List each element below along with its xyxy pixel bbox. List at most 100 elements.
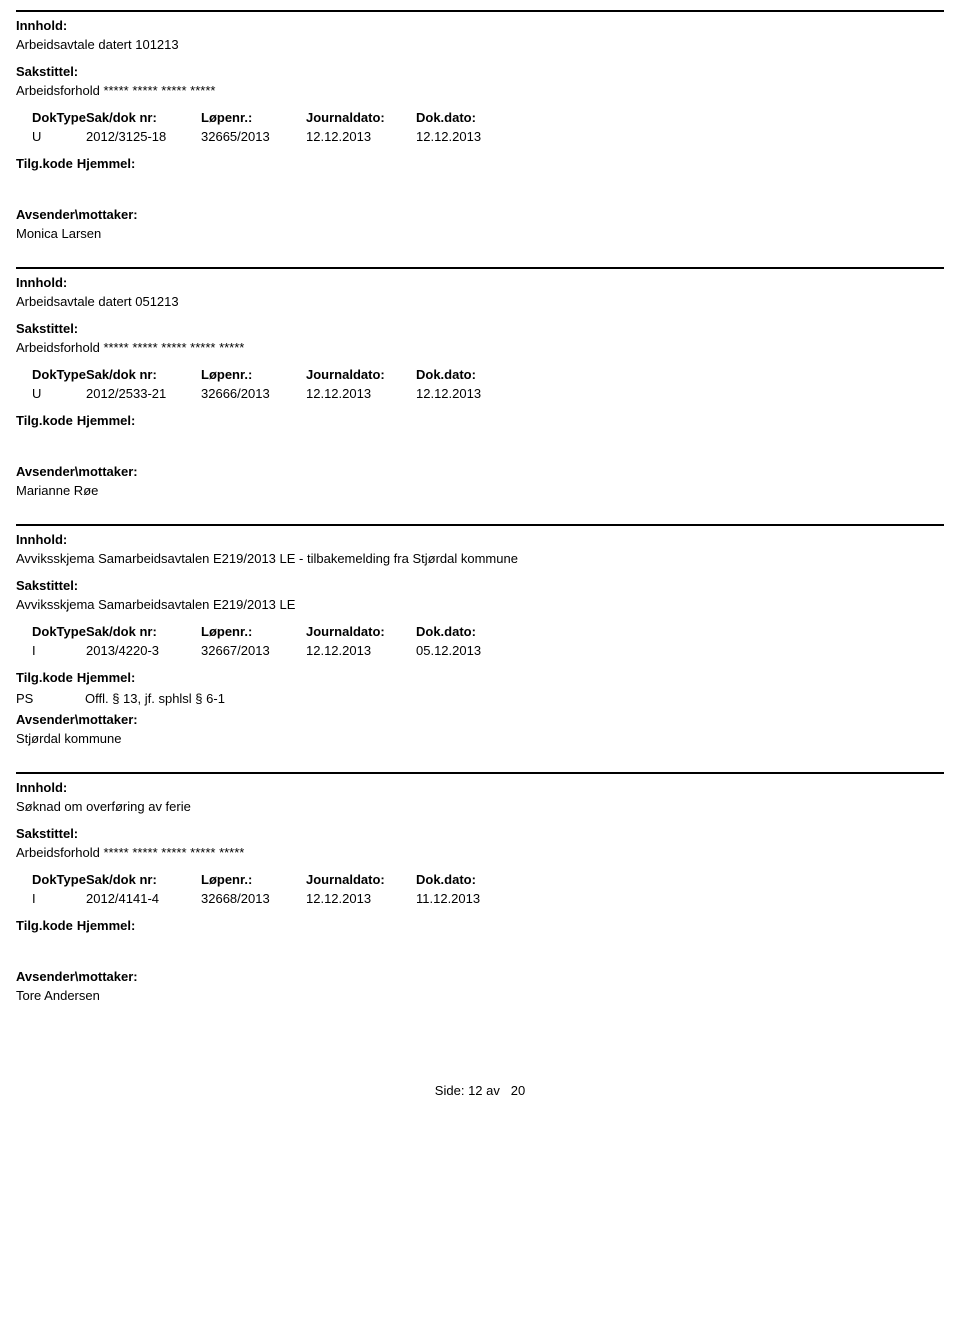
- header-dokdato: Dok.dato:: [416, 624, 526, 639]
- innhold-value: Søknad om overføring av ferie: [16, 799, 944, 814]
- table-row: I 2012/4141-4 32668/2013 12.12.2013 11.1…: [16, 891, 944, 906]
- header-journaldato: Journaldato:: [306, 110, 416, 125]
- sakstittel-label: Sakstittel:: [16, 321, 944, 336]
- avsender-value: Tore Andersen: [16, 988, 944, 1003]
- header-doktype: DokType: [16, 367, 86, 382]
- spacer: [16, 758, 944, 772]
- tilgkode-data-row: PS Offl. § 13, jf. sphlsl § 6-1: [16, 691, 944, 706]
- journal-entry: Innhold: Søknad om overføring av ferie S…: [16, 772, 944, 1003]
- journal-entry: Innhold: Avviksskjema Samarbeidsavtalen …: [16, 524, 944, 772]
- innhold-value: Avviksskjema Samarbeidsavtalen E219/2013…: [16, 551, 944, 566]
- avsender-value: Monica Larsen: [16, 226, 944, 241]
- innhold-label: Innhold:: [16, 18, 944, 33]
- header-doktype: DokType: [16, 624, 86, 639]
- header-journaldato: Journaldato:: [306, 367, 416, 382]
- sakstittel-label: Sakstittel:: [16, 826, 944, 841]
- header-doktype: DokType: [16, 110, 86, 125]
- spacer: [16, 510, 944, 524]
- innhold-value: Arbeidsavtale datert 051213: [16, 294, 944, 309]
- avsender-label: Avsender\mottaker:: [16, 712, 944, 727]
- cell-dokdato: 05.12.2013: [416, 643, 526, 658]
- sakstittel-value: Avviksskjema Samarbeidsavtalen E219/2013…: [16, 597, 944, 612]
- tilgkode-row: Tilg.kode Hjemmel:: [16, 413, 944, 428]
- header-lopenr: Løpenr.:: [201, 872, 306, 887]
- spacer: [16, 428, 944, 458]
- table-row: U 2012/3125-18 32665/2013 12.12.2013 12.…: [16, 129, 944, 144]
- spacer: [16, 171, 944, 201]
- header-lopenr: Løpenr.:: [201, 110, 306, 125]
- avsender-label: Avsender\mottaker:: [16, 464, 944, 479]
- cell-dokdato: 12.12.2013: [416, 386, 526, 401]
- table-header: DokType Sak/dok nr: Løpenr.: Journaldato…: [16, 872, 944, 887]
- sakstittel-value: Arbeidsforhold ***** ***** ***** *****: [16, 83, 944, 98]
- avsender-label: Avsender\mottaker:: [16, 969, 944, 984]
- header-sakdoknr: Sak/dok nr:: [86, 367, 201, 382]
- avsender-value: Marianne Røe: [16, 483, 944, 498]
- journal-entry: Innhold: Arbeidsavtale datert 101213 Sak…: [16, 10, 944, 267]
- cell-doktype: U: [16, 129, 86, 144]
- spacer: [16, 253, 944, 267]
- cell-lopenr: 32668/2013: [201, 891, 306, 906]
- header-dokdato: Dok.dato:: [416, 367, 526, 382]
- tilgkode-row: Tilg.kode Hjemmel:: [16, 156, 944, 171]
- table-header: DokType Sak/dok nr: Løpenr.: Journaldato…: [16, 367, 944, 382]
- avsender-label: Avsender\mottaker:: [16, 207, 944, 222]
- cell-lopenr: 32667/2013: [201, 643, 306, 658]
- header-sakdoknr: Sak/dok nr:: [86, 872, 201, 887]
- tilgkode-label: Tilg.kode: [16, 918, 73, 933]
- page-separator: av: [486, 1083, 500, 1098]
- header-sakdoknr: Sak/dok nr:: [86, 624, 201, 639]
- hjemmel-label: Hjemmel:: [77, 156, 136, 171]
- cell-sakdoknr: 2012/3125-18: [86, 129, 201, 144]
- cell-journaldato: 12.12.2013: [306, 386, 416, 401]
- cell-doktype: U: [16, 386, 86, 401]
- cell-journaldato: 12.12.2013: [306, 129, 416, 144]
- sakstittel-label: Sakstittel:: [16, 64, 944, 79]
- sakstittel-label: Sakstittel:: [16, 578, 944, 593]
- tilgkode-label: Tilg.kode: [16, 670, 73, 685]
- cell-lopenr: 32666/2013: [201, 386, 306, 401]
- cell-doktype: I: [16, 643, 86, 658]
- cell-sakdoknr: 2012/4141-4: [86, 891, 201, 906]
- hjemmel-value: Offl. § 13, jf. sphlsl § 6-1: [85, 691, 225, 706]
- tilgkode-label: Tilg.kode: [16, 156, 73, 171]
- header-dokdato: Dok.dato:: [416, 872, 526, 887]
- header-doktype: DokType: [16, 872, 86, 887]
- innhold-label: Innhold:: [16, 275, 944, 290]
- header-lopenr: Løpenr.:: [201, 624, 306, 639]
- cell-doktype: I: [16, 891, 86, 906]
- cell-lopenr: 32665/2013: [201, 129, 306, 144]
- cell-journaldato: 12.12.2013: [306, 643, 416, 658]
- cell-dokdato: 12.12.2013: [416, 129, 526, 144]
- innhold-value: Arbeidsavtale datert 101213: [16, 37, 944, 52]
- tilgkode-row: Tilg.kode Hjemmel:: [16, 670, 944, 685]
- cell-journaldato: 12.12.2013: [306, 891, 416, 906]
- sakstittel-value: Arbeidsforhold ***** ***** ***** ***** *…: [16, 340, 944, 355]
- cell-sakdoknr: 2012/2533-21: [86, 386, 201, 401]
- innhold-label: Innhold:: [16, 780, 944, 795]
- innhold-label: Innhold:: [16, 532, 944, 547]
- table-header: DokType Sak/dok nr: Løpenr.: Journaldato…: [16, 624, 944, 639]
- tilgkode-value: PS: [16, 691, 81, 706]
- page-total: 20: [511, 1083, 525, 1098]
- table-row: U 2012/2533-21 32666/2013 12.12.2013 12.…: [16, 386, 944, 401]
- header-lopenr: Løpenr.:: [201, 367, 306, 382]
- cell-dokdato: 11.12.2013: [416, 891, 526, 906]
- hjemmel-label: Hjemmel:: [77, 918, 136, 933]
- spacer: [16, 933, 944, 963]
- side-label: Side:: [435, 1083, 465, 1098]
- table-header: DokType Sak/dok nr: Løpenr.: Journaldato…: [16, 110, 944, 125]
- hjemmel-label: Hjemmel:: [77, 670, 136, 685]
- header-dokdato: Dok.dato:: [416, 110, 526, 125]
- hjemmel-label: Hjemmel:: [77, 413, 136, 428]
- tilgkode-row: Tilg.kode Hjemmel:: [16, 918, 944, 933]
- journal-entry: Innhold: Arbeidsavtale datert 051213 Sak…: [16, 267, 944, 524]
- cell-sakdoknr: 2013/4220-3: [86, 643, 201, 658]
- tilgkode-label: Tilg.kode: [16, 413, 73, 428]
- sakstittel-value: Arbeidsforhold ***** ***** ***** ***** *…: [16, 845, 944, 860]
- page-current: 12: [468, 1083, 482, 1098]
- header-journaldato: Journaldato:: [306, 872, 416, 887]
- table-row: I 2013/4220-3 32667/2013 12.12.2013 05.1…: [16, 643, 944, 658]
- page-footer: Side: 12 av 20: [16, 1083, 944, 1098]
- avsender-value: Stjørdal kommune: [16, 731, 944, 746]
